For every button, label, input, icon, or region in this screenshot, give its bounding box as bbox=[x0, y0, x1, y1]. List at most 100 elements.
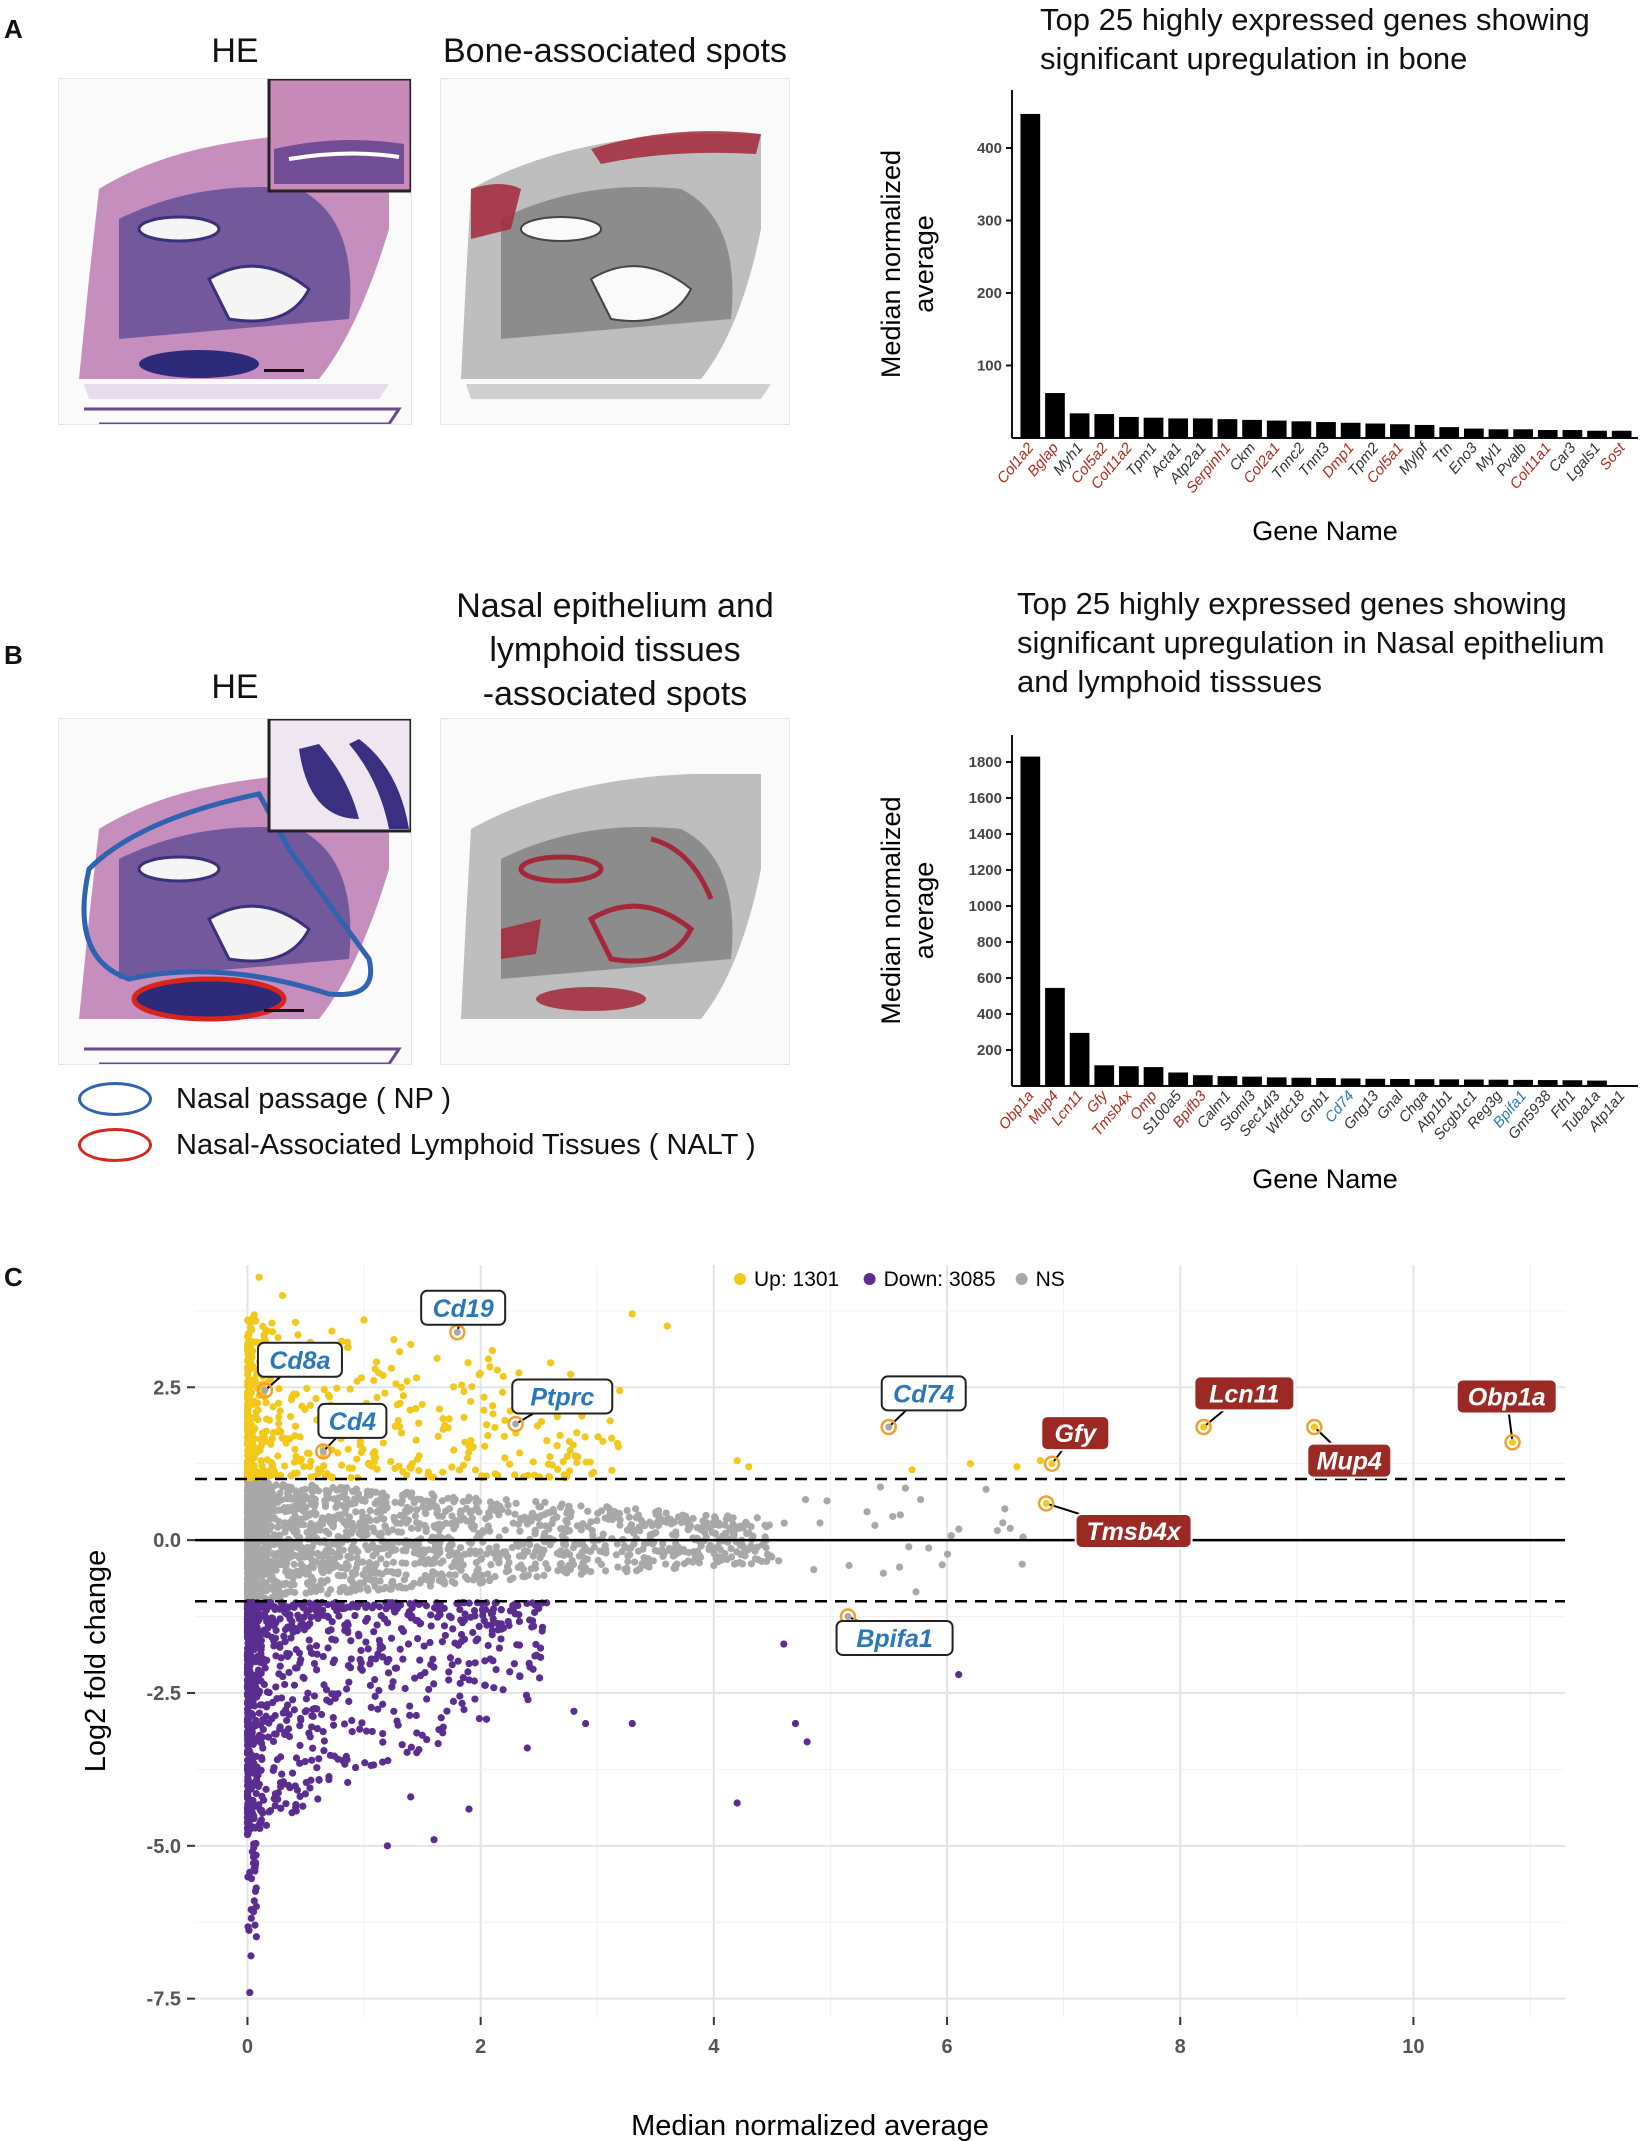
y-tick-label: 200 bbox=[977, 1042, 1002, 1059]
down-point bbox=[418, 1731, 426, 1739]
bar-atp1b1 bbox=[1439, 1079, 1460, 1086]
up-point bbox=[491, 1423, 499, 1432]
ns-point bbox=[287, 1483, 295, 1492]
x-tick-label: 10 bbox=[1402, 2036, 1424, 2058]
nalt-outline bbox=[131, 976, 287, 1022]
down-point bbox=[492, 1665, 500, 1674]
down-point bbox=[459, 1674, 467, 1682]
up-point bbox=[403, 1377, 411, 1385]
ns-point bbox=[391, 1498, 399, 1507]
up-point bbox=[251, 1445, 259, 1454]
bar-tpm2 bbox=[1365, 423, 1386, 438]
down-point bbox=[514, 1601, 522, 1610]
down-point bbox=[251, 1685, 259, 1693]
ns-point bbox=[478, 1578, 486, 1587]
ns-point bbox=[601, 1567, 610, 1575]
ns-point bbox=[462, 1504, 471, 1512]
ns-point bbox=[448, 1577, 456, 1586]
down-point bbox=[457, 1637, 466, 1646]
ns-point bbox=[440, 1577, 448, 1585]
down-point bbox=[434, 1739, 442, 1748]
up-point bbox=[415, 1419, 423, 1427]
ns-point bbox=[845, 1561, 853, 1570]
up-point bbox=[412, 1405, 420, 1413]
down-point bbox=[530, 1622, 538, 1630]
down-point bbox=[252, 1789, 260, 1798]
ns-point bbox=[693, 1524, 701, 1532]
down-point bbox=[384, 1669, 393, 1677]
down-point bbox=[331, 1636, 339, 1644]
ns-point bbox=[587, 1518, 595, 1526]
y-tick-label: 1000 bbox=[969, 898, 1002, 915]
ns-point bbox=[684, 1557, 692, 1565]
up-point bbox=[244, 1399, 252, 1407]
y-axis-title-line: Median normalized bbox=[876, 150, 906, 378]
ns-point bbox=[371, 1499, 379, 1508]
down-point bbox=[470, 1677, 478, 1685]
up-point bbox=[543, 1437, 551, 1445]
ns-point bbox=[654, 1507, 663, 1515]
up-point bbox=[445, 1415, 453, 1423]
ns-point bbox=[261, 1524, 269, 1532]
ns-point bbox=[943, 1550, 952, 1558]
down-point bbox=[421, 1669, 429, 1677]
ns-point bbox=[397, 1499, 405, 1507]
down-point bbox=[372, 1655, 380, 1663]
bar-atp2a1 bbox=[1192, 418, 1213, 438]
ns-point bbox=[753, 1514, 761, 1522]
ns-point bbox=[371, 1569, 380, 1577]
up-point bbox=[370, 1458, 378, 1466]
down-point bbox=[404, 1640, 413, 1648]
ns-point bbox=[747, 1522, 755, 1531]
ns-point bbox=[375, 1506, 383, 1514]
down-point bbox=[309, 1744, 317, 1752]
up-point bbox=[381, 1389, 389, 1397]
gene-label-mup4: Mup4 bbox=[1317, 1448, 1382, 1476]
gene-label-cd74: Cd74 bbox=[893, 1380, 954, 1408]
up-point bbox=[391, 1422, 399, 1430]
down-point bbox=[289, 1696, 297, 1704]
down-point bbox=[399, 1627, 408, 1636]
ns-point bbox=[549, 1508, 558, 1516]
ns-point bbox=[495, 1558, 503, 1566]
legend-up-icon bbox=[734, 1273, 746, 1285]
down-point bbox=[276, 1605, 284, 1613]
ns-point bbox=[422, 1524, 430, 1532]
down-point bbox=[244, 1713, 252, 1722]
bar-col1a2 bbox=[1020, 113, 1041, 439]
up-point bbox=[306, 1401, 314, 1409]
ns-point bbox=[993, 1526, 1001, 1535]
down-point bbox=[291, 1664, 300, 1672]
down-point bbox=[281, 1730, 289, 1739]
ns-point bbox=[724, 1512, 732, 1520]
blue-ellipse-icon bbox=[78, 1082, 152, 1116]
down-point bbox=[279, 1709, 287, 1717]
up-point bbox=[501, 1416, 509, 1424]
bar-tmsb4x bbox=[1119, 1066, 1139, 1086]
down-point bbox=[464, 1668, 472, 1676]
np-outline bbox=[81, 791, 373, 998]
highlight-ring bbox=[1504, 1434, 1521, 1451]
up-point bbox=[547, 1359, 555, 1367]
up-point bbox=[353, 1455, 361, 1463]
down-point bbox=[413, 1749, 421, 1757]
down-point bbox=[341, 1626, 349, 1635]
up-point bbox=[463, 1454, 472, 1462]
up-point bbox=[566, 1446, 574, 1455]
ns-point bbox=[711, 1514, 719, 1522]
down-point bbox=[285, 1711, 293, 1719]
down-point bbox=[250, 1702, 259, 1710]
ns-point bbox=[348, 1569, 356, 1577]
ns-point bbox=[535, 1521, 544, 1529]
down-point bbox=[362, 1638, 370, 1646]
ns-point bbox=[411, 1512, 419, 1520]
bar-dmp1 bbox=[1340, 422, 1361, 438]
up-point bbox=[391, 1464, 399, 1473]
down-point bbox=[288, 1809, 296, 1817]
up-point bbox=[403, 1471, 411, 1479]
down-point bbox=[456, 1679, 464, 1687]
ns-point bbox=[267, 1522, 275, 1530]
ns-point bbox=[252, 1509, 260, 1517]
ns-point bbox=[465, 1495, 473, 1503]
down-point bbox=[311, 1704, 319, 1713]
